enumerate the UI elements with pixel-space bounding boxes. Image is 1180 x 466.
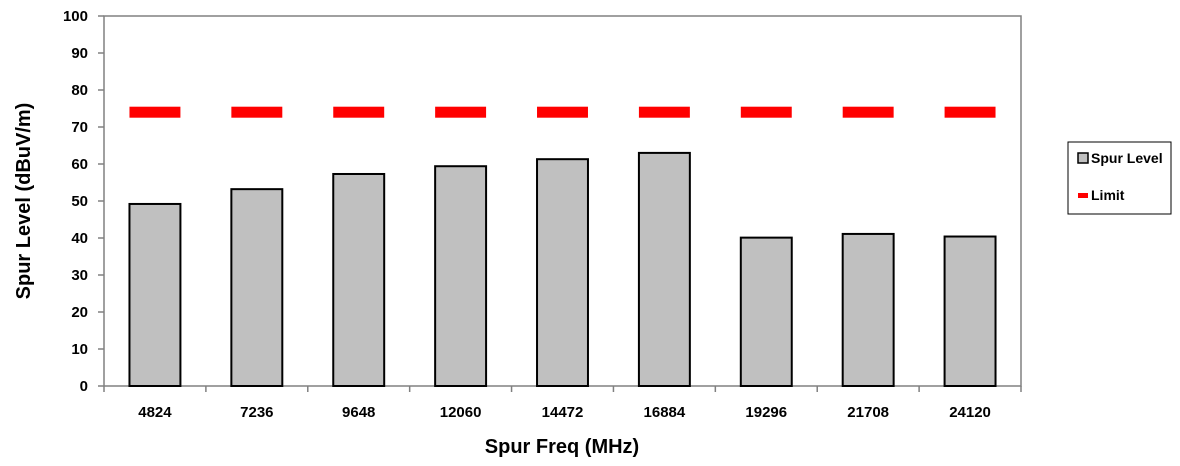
- legend-label-spur-level: Spur Level: [1091, 150, 1163, 166]
- limit-dash: [435, 106, 487, 118]
- limit-dash: [740, 106, 792, 118]
- x-tick-label: 14472: [542, 404, 584, 421]
- x-tick-label: 24120: [949, 404, 991, 421]
- limit-dash: [944, 106, 996, 118]
- y-tick-label: 20: [71, 304, 88, 321]
- limit-dash: [842, 106, 894, 118]
- x-tick-label: 21708: [847, 404, 889, 421]
- limit-dash: [231, 106, 283, 118]
- y-axis: 0 10 20 30 40 50 60 70 80 90 100: [63, 8, 104, 395]
- limit-dash: [638, 106, 690, 118]
- bar-spur-level: [434, 165, 488, 387]
- x-tick-label: 4824: [138, 404, 172, 421]
- limit-dash: [129, 106, 181, 118]
- y-tick-label: 40: [71, 230, 88, 247]
- x-tick-label: 7236: [240, 404, 273, 421]
- bar-spur-level: [637, 151, 691, 387]
- x-tick-label: 9648: [342, 404, 375, 421]
- y-axis-title: Spur Level (dBuV/m): [13, 103, 35, 300]
- limit-dash: [537, 106, 588, 118]
- bar-spur-level: [128, 202, 182, 387]
- legend-swatch-limit: [1078, 193, 1088, 198]
- x-axis: 4824 7236 9648 12060 14472 16884 19296 21708 241…: [103, 386, 1022, 421]
- legend: Spur Level Limit: [1067, 141, 1172, 215]
- spur-level-bars: [128, 151, 997, 387]
- x-tick-label: 19296: [745, 404, 787, 421]
- y-tick-label: 70: [71, 119, 88, 136]
- bar-spur-level: [230, 188, 284, 387]
- bar-spur-level: [536, 158, 589, 387]
- limit-dash: [333, 106, 385, 118]
- y-tick-label: 10: [71, 341, 88, 358]
- x-axis-title: Spur Freq (MHz): [485, 436, 639, 458]
- y-tick-label: 80: [71, 82, 88, 99]
- legend-swatch-spur-level: [1077, 152, 1089, 164]
- bar-spur-level: [739, 236, 793, 387]
- legend-label-limit: Limit: [1091, 187, 1125, 203]
- y-tick-label: 30: [71, 267, 88, 284]
- y-tick-label: 60: [71, 156, 88, 173]
- y-tick-label: 100: [63, 8, 88, 25]
- x-tick-label: 16884: [644, 404, 686, 421]
- y-tick-label: 0: [80, 378, 88, 395]
- bar-spur-level: [943, 235, 997, 387]
- limit-dashes: [129, 106, 996, 118]
- bar-spur-level: [332, 172, 386, 387]
- bar-spur-level: [841, 232, 895, 387]
- y-tick-label: 50: [71, 193, 88, 210]
- y-tick-label: 90: [71, 45, 88, 62]
- x-tick-label: 12060: [440, 404, 482, 421]
